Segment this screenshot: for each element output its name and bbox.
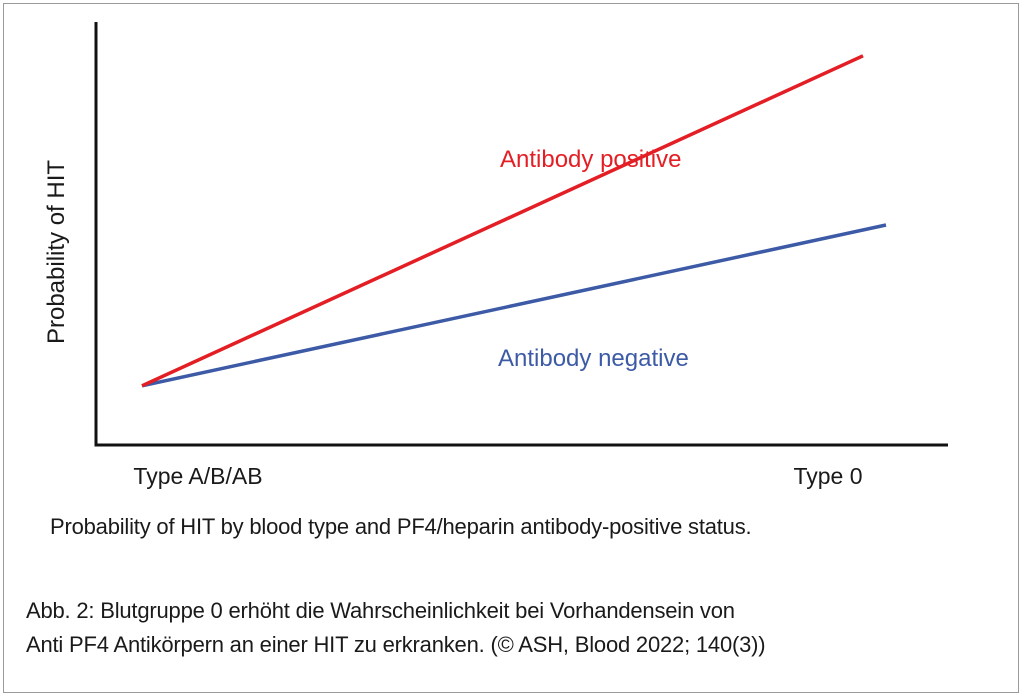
hit-probability-chart: Probability of HIT Type A/B/AB Type 0 An…: [43, 22, 948, 489]
y-axis-label: Probability of HIT: [43, 160, 70, 344]
x-tick-label-type-0: Type 0: [793, 463, 862, 489]
series-line-antibody-negative: [141, 223, 887, 388]
figure-note: Abb. 2: Blutgruppe 0 erhöht die Wahrsche…: [26, 594, 766, 662]
figure-note-line-2: Anti PF4 Antikörpern an einer HIT zu erk…: [26, 632, 766, 657]
series-label-antibody-negative: Antibody negative: [498, 345, 689, 372]
figure-note-line-1: Abb. 2: Blutgruppe 0 erhöht die Wahrsche…: [26, 598, 735, 623]
x-tick-label-a-b-ab: Type A/B/AB: [133, 463, 262, 489]
figure-frame: [3, 3, 1019, 693]
series-line-antibody-positive: [141, 54, 864, 388]
chart-caption: Probability of HIT by blood type and PF4…: [50, 514, 752, 539]
series-label-antibody-positive: Antibody positive: [500, 146, 681, 173]
